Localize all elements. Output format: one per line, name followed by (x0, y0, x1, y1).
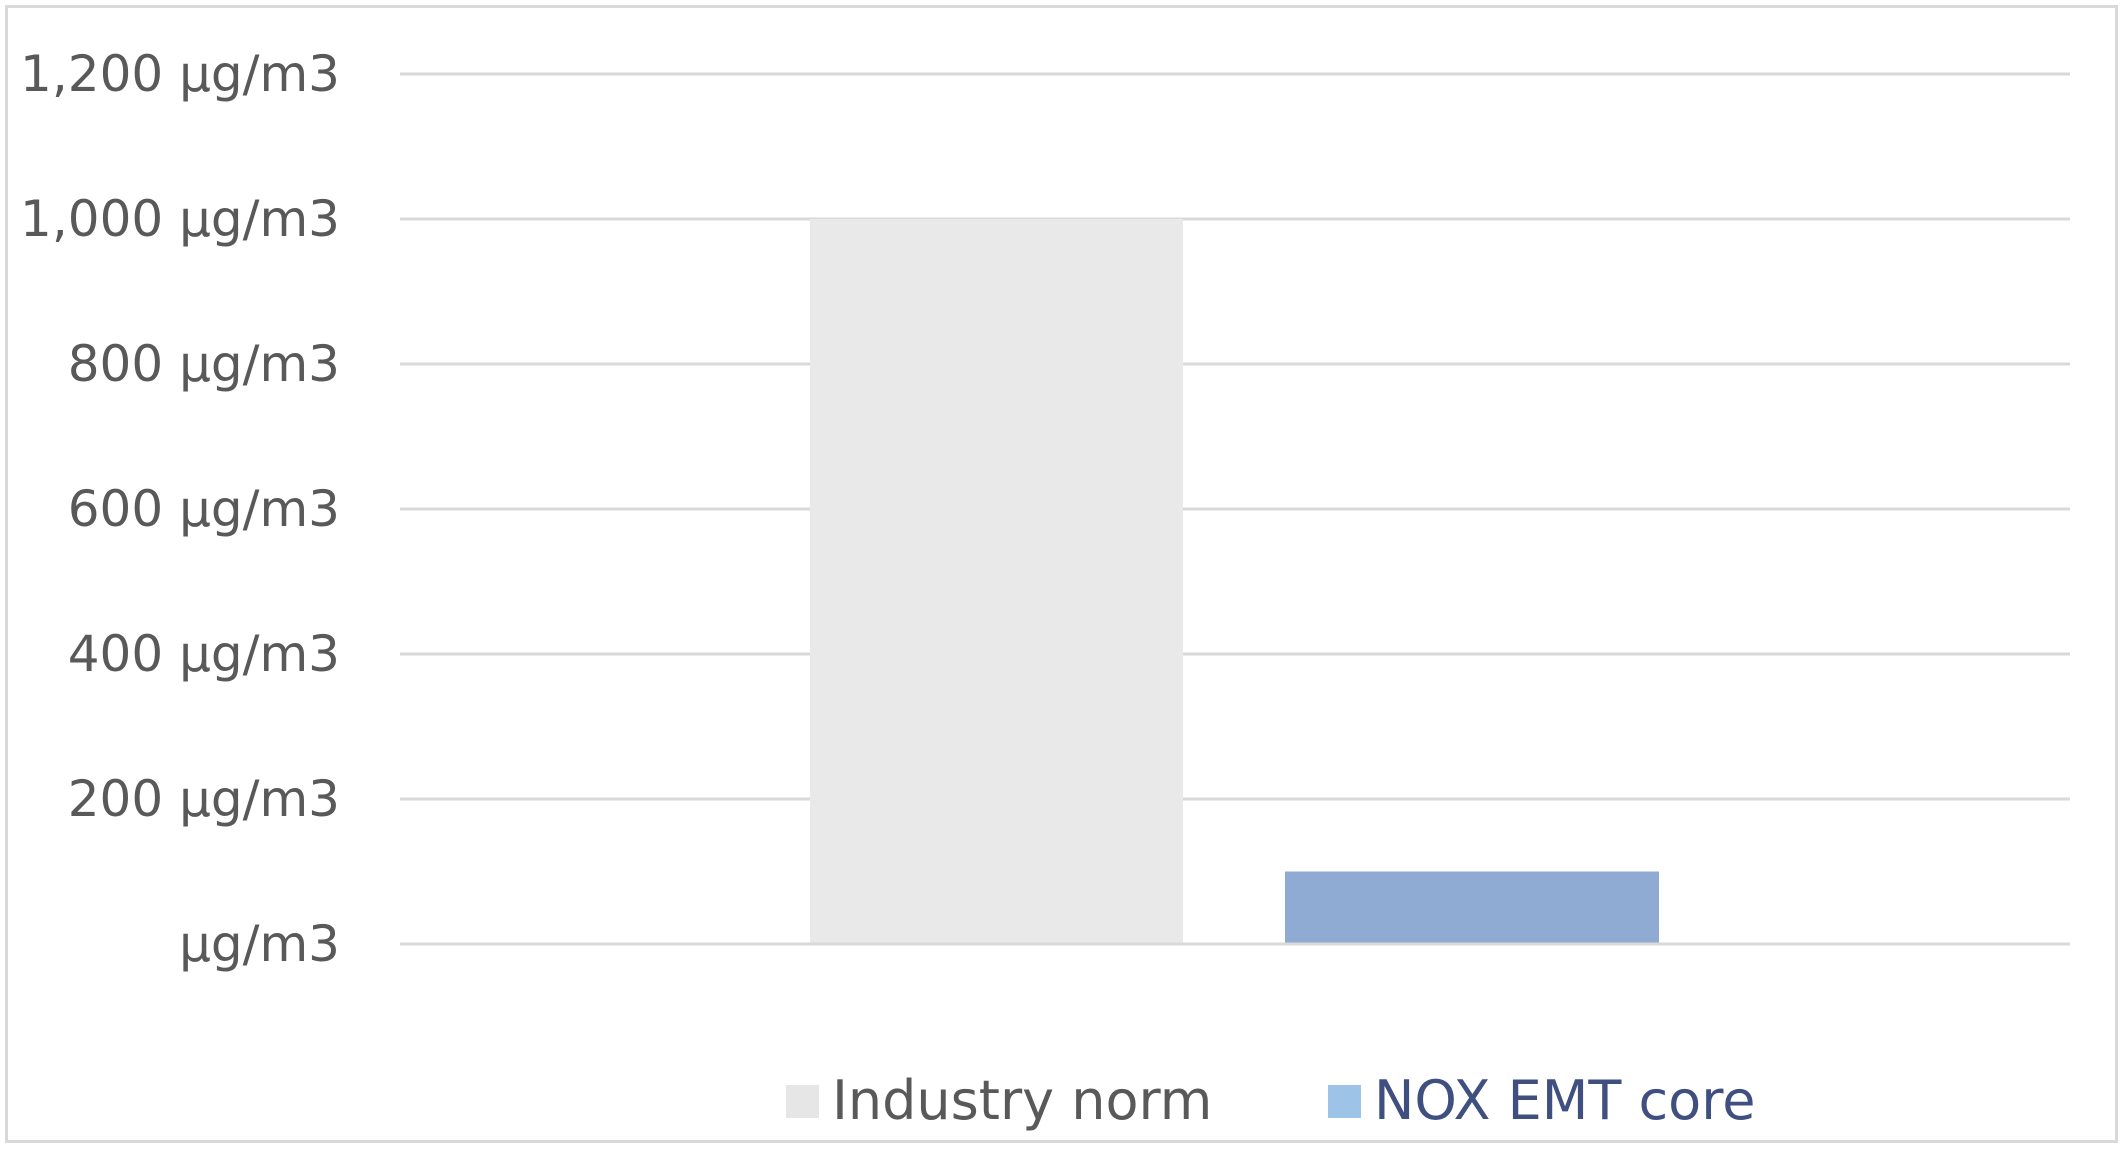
y-tick-label: 600 µg/m3 (68, 480, 340, 538)
y-tick-label: 1,000 µg/m3 (20, 190, 340, 248)
bar-industry-norm (810, 219, 1183, 944)
y-tick-label: 200 µg/m3 (68, 770, 340, 828)
bar-nox-emt-core (1285, 871, 1659, 944)
gridlines (400, 72, 2070, 946)
legend-label: NOX EMT core (1374, 1069, 1755, 1132)
y-tick-label: µg/m3 (179, 915, 340, 973)
legend-swatch (1328, 1085, 1361, 1118)
legend: Industry norm NOX EMT core (786, 1069, 1755, 1132)
y-tick-label: 1,200 µg/m3 (20, 45, 340, 103)
y-tick-label: 400 µg/m3 (68, 625, 340, 683)
bars (400, 219, 2070, 946)
legend-swatch (786, 1085, 819, 1118)
legend-label: Industry norm (832, 1069, 1212, 1132)
y-tick-label: 800 µg/m3 (68, 335, 340, 393)
y-axis-tick-labels: µg/m3 200 µg/m3 400 µg/m3 600 µg/m3 800 µg/m… (20, 45, 340, 973)
